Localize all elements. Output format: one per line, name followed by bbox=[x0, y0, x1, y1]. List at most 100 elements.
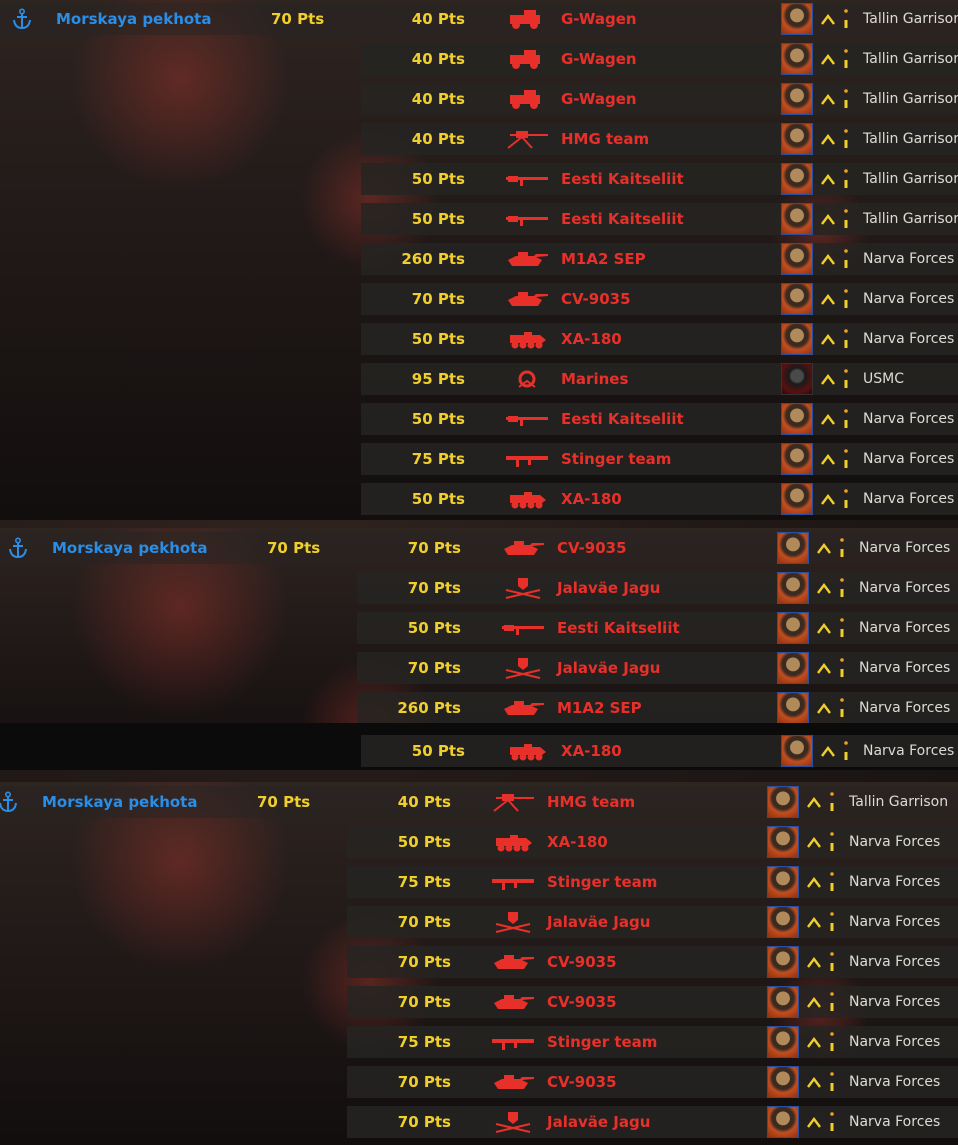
soldier-portrait[interactable] bbox=[781, 403, 813, 435]
unit-row[interactable]: 70 Pts CV-9035 Narva Forces bbox=[0, 1066, 958, 1098]
unit-row[interactable]: 40 Pts G-Wagen Tallin Garrison bbox=[0, 3, 958, 35]
unit-row[interactable]: 40 Pts G-Wagen Tallin Garrison bbox=[0, 83, 958, 115]
unit-organization: Narva Forces bbox=[849, 874, 941, 890]
unit-name[interactable]: CV-9035 bbox=[547, 953, 617, 971]
unit-name[interactable]: XA-180 bbox=[561, 742, 622, 760]
unit-name[interactable]: Jalaväe Jagu bbox=[547, 1113, 651, 1131]
unit-organization: Tallin Garrison bbox=[863, 211, 958, 227]
unit-row[interactable]: 50 Pts XA-180 Narva Forces bbox=[0, 483, 958, 515]
soldier-portrait[interactable] bbox=[777, 572, 809, 604]
rank-chevron-icon bbox=[816, 580, 832, 596]
soldier-portrait[interactable] bbox=[767, 826, 799, 858]
unit-name[interactable]: HMG team bbox=[547, 793, 636, 811]
unit-name[interactable]: Eesti Kaitseliit bbox=[561, 210, 684, 228]
unit-name[interactable]: CV-9035 bbox=[561, 290, 631, 308]
unit-row[interactable]: 70 Pts Jalaväe Jagu Narva Forces bbox=[0, 1106, 958, 1138]
unit-name[interactable]: Jalaväe Jagu bbox=[547, 913, 651, 931]
unit-name[interactable]: Eesti Kaitseliit bbox=[561, 170, 684, 188]
unit-row[interactable]: 40 Pts G-Wagen Tallin Garrison bbox=[0, 43, 958, 75]
unit-row[interactable]: 50 Pts XA-180 Narva Forces bbox=[0, 735, 958, 767]
soldier-portrait[interactable] bbox=[777, 652, 809, 684]
unit-row[interactable]: 70 Pts CV-9035 Narva Forces bbox=[0, 283, 958, 315]
usmc-portrait[interactable] bbox=[781, 363, 813, 395]
soldier-portrait[interactable] bbox=[781, 123, 813, 155]
group-name[interactable]: Morskaya pekhota bbox=[56, 10, 212, 28]
soldier-portrait[interactable] bbox=[777, 532, 809, 564]
soldier-portrait[interactable] bbox=[777, 612, 809, 644]
unit-name[interactable]: CV-9035 bbox=[547, 993, 617, 1011]
unit-row[interactable]: 70 Pts Jalaväe Jagu Narva Forces bbox=[0, 906, 958, 938]
unit-row[interactable]: 70 Pts CV-9035 Narva Forces bbox=[0, 946, 958, 978]
soldier-portrait[interactable] bbox=[781, 735, 813, 767]
unit-row[interactable]: 75 Pts Stinger team Narva Forces bbox=[0, 1026, 958, 1058]
soldier-portrait[interactable] bbox=[767, 1066, 799, 1098]
soldier-portrait[interactable] bbox=[767, 1026, 799, 1058]
soldier-portrait[interactable] bbox=[781, 83, 813, 115]
unit-row[interactable]: 260 Pts M1A2 SEP Narva Forces bbox=[0, 692, 958, 724]
unit-row[interactable]: 70 Pts Jalaväe Jagu Narva Forces bbox=[0, 572, 958, 604]
soldier-portrait[interactable] bbox=[781, 483, 813, 515]
rank-chevron-icon bbox=[820, 491, 836, 507]
soldier-portrait[interactable] bbox=[767, 1106, 799, 1138]
unit-name[interactable]: Eesti Kaitseliit bbox=[561, 410, 684, 428]
shield-icon bbox=[488, 910, 538, 934]
unit-row[interactable]: 260 Pts M1A2 SEP Narva Forces bbox=[0, 243, 958, 275]
veterancy-pip-icon bbox=[829, 870, 835, 894]
unit-row[interactable]: 75 Pts Stinger team Narva Forces bbox=[0, 443, 958, 475]
unit-row[interactable]: 50 Pts Eesti Kaitseliit Narva Forces bbox=[0, 403, 958, 435]
group-name[interactable]: Morskaya pekhota bbox=[52, 539, 208, 557]
unit-row-background bbox=[347, 1106, 958, 1138]
unit-name[interactable]: G-Wagen bbox=[561, 10, 637, 28]
unit-name[interactable]: Stinger team bbox=[561, 450, 672, 468]
unit-row[interactable]: 50 Pts Eesti Kaitseliit Tallin Garrison bbox=[0, 203, 958, 235]
unit-row[interactable]: 50 Pts XA-180 Narva Forces bbox=[0, 323, 958, 355]
soldier-portrait[interactable] bbox=[781, 203, 813, 235]
unit-row-background bbox=[357, 612, 958, 644]
unit-row-background bbox=[361, 483, 958, 515]
soldier-portrait[interactable] bbox=[767, 906, 799, 938]
unit-name[interactable]: G-Wagen bbox=[561, 90, 637, 108]
unit-row[interactable]: 70 Pts CV-9035 Narva Forces bbox=[0, 986, 958, 1018]
group-name[interactable]: Morskaya pekhota bbox=[42, 793, 198, 811]
unit-row[interactable]: 50 Pts XA-180 Narva Forces bbox=[0, 826, 958, 858]
unit-points: 70 Pts bbox=[397, 913, 451, 931]
soldier-portrait[interactable] bbox=[781, 3, 813, 35]
soldier-portrait[interactable] bbox=[767, 866, 799, 898]
soldier-portrait[interactable] bbox=[781, 323, 813, 355]
unit-name[interactable]: Stinger team bbox=[547, 873, 658, 891]
soldier-portrait[interactable] bbox=[767, 986, 799, 1018]
unit-row[interactable]: 70 Pts CV-9035 Narva Forces bbox=[0, 532, 958, 564]
unit-row[interactable]: 95 Pts Marines USMC bbox=[0, 363, 958, 395]
unit-row[interactable]: 70 Pts Jalaväe Jagu Narva Forces bbox=[0, 652, 958, 684]
unit-name[interactable]: XA-180 bbox=[547, 833, 608, 851]
rank-chevron-icon bbox=[816, 700, 832, 716]
soldier-portrait[interactable] bbox=[781, 163, 813, 195]
unit-name[interactable]: G-Wagen bbox=[561, 50, 637, 68]
soldier-portrait[interactable] bbox=[781, 43, 813, 75]
unit-name[interactable]: Jalaväe Jagu bbox=[557, 659, 661, 677]
unit-row[interactable]: 75 Pts Stinger team Narva Forces bbox=[0, 866, 958, 898]
unit-row[interactable]: 40 Pts HMG team Tallin Garrison bbox=[0, 123, 958, 155]
unit-name[interactable]: Jalaväe Jagu bbox=[557, 579, 661, 597]
unit-row[interactable]: 50 Pts Eesti Kaitseliit Narva Forces bbox=[0, 612, 958, 644]
soldier-portrait[interactable] bbox=[777, 692, 809, 724]
unit-name[interactable]: Stinger team bbox=[547, 1033, 658, 1051]
soldier-portrait[interactable] bbox=[781, 243, 813, 275]
soldier-portrait[interactable] bbox=[781, 443, 813, 475]
unit-row[interactable]: 50 Pts Eesti Kaitseliit Tallin Garrison bbox=[0, 163, 958, 195]
unit-row[interactable]: 40 Pts HMG team Tallin Garrison bbox=[0, 786, 958, 818]
unit-name[interactable]: M1A2 SEP bbox=[557, 699, 642, 717]
unit-name[interactable]: Marines bbox=[561, 370, 629, 388]
unit-name[interactable]: M1A2 SEP bbox=[561, 250, 646, 268]
unit-name[interactable]: HMG team bbox=[561, 130, 650, 148]
unit-row-background bbox=[347, 826, 958, 858]
soldier-portrait[interactable] bbox=[781, 283, 813, 315]
unit-name[interactable]: CV-9035 bbox=[557, 539, 627, 557]
unit-name[interactable]: XA-180 bbox=[561, 490, 622, 508]
soldier-portrait[interactable] bbox=[767, 786, 799, 818]
unit-name[interactable]: Eesti Kaitseliit bbox=[557, 619, 680, 637]
unit-name[interactable]: CV-9035 bbox=[547, 1073, 617, 1091]
soldier-portrait[interactable] bbox=[767, 946, 799, 978]
tank-icon bbox=[488, 990, 538, 1014]
unit-name[interactable]: XA-180 bbox=[561, 330, 622, 348]
